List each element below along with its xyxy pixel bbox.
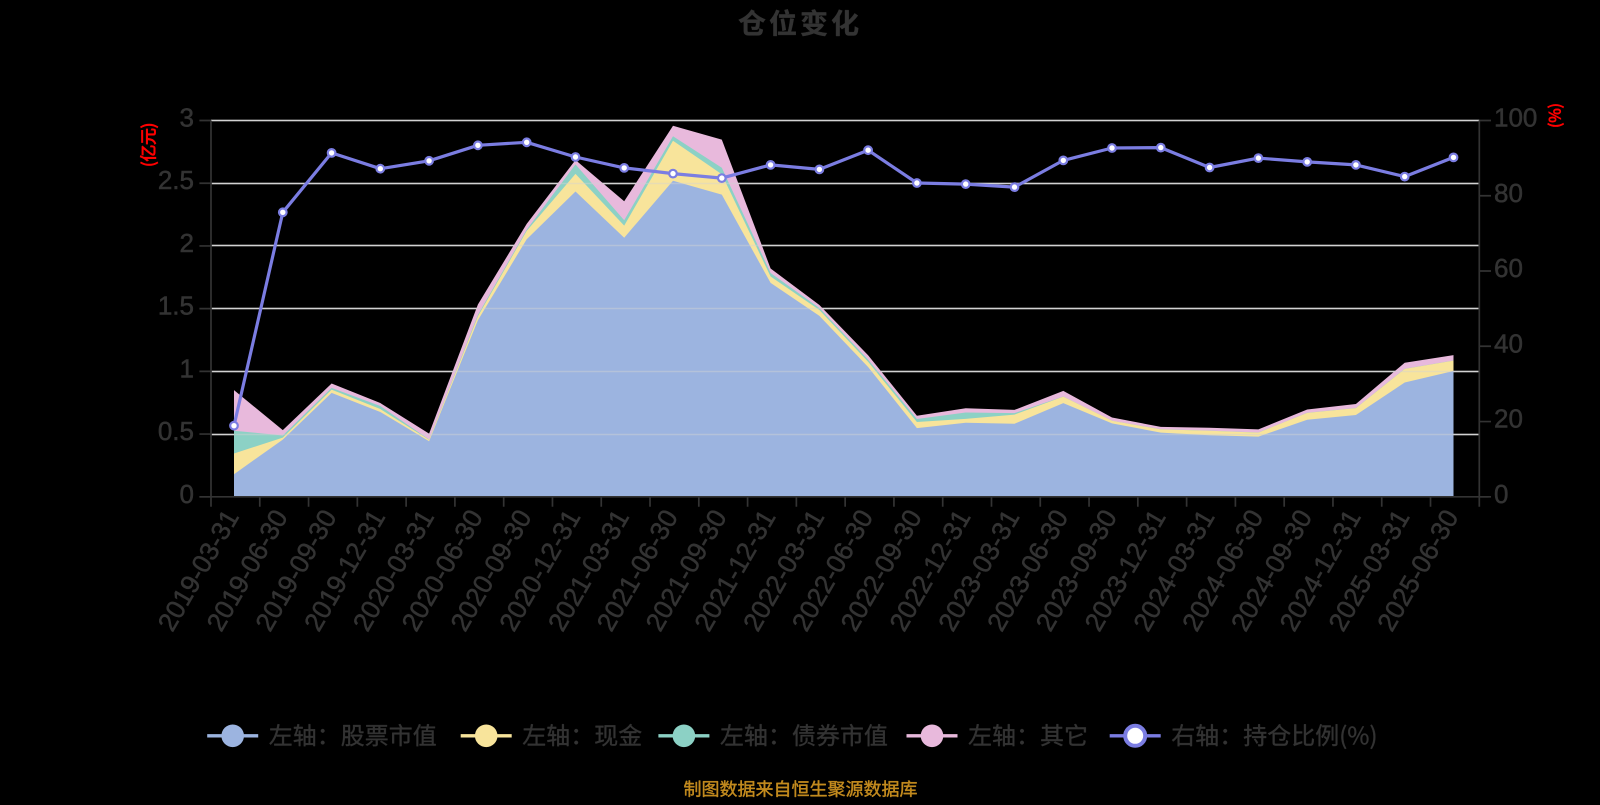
svg-text:100: 100 [1494, 103, 1537, 133]
svg-text:1: 1 [180, 353, 194, 383]
svg-text:1.5: 1.5 [158, 291, 194, 321]
svg-text:80: 80 [1494, 178, 1523, 208]
svg-text:0: 0 [180, 479, 194, 509]
svg-text:0.5: 0.5 [158, 416, 194, 446]
svg-text:3: 3 [180, 103, 194, 133]
svg-text:0: 0 [1494, 479, 1508, 509]
svg-text:60: 60 [1494, 253, 1523, 283]
svg-text:40: 40 [1494, 328, 1523, 358]
svg-text:2: 2 [180, 228, 194, 258]
svg-text:2.5: 2.5 [158, 165, 194, 195]
svg-text:20: 20 [1494, 404, 1523, 434]
